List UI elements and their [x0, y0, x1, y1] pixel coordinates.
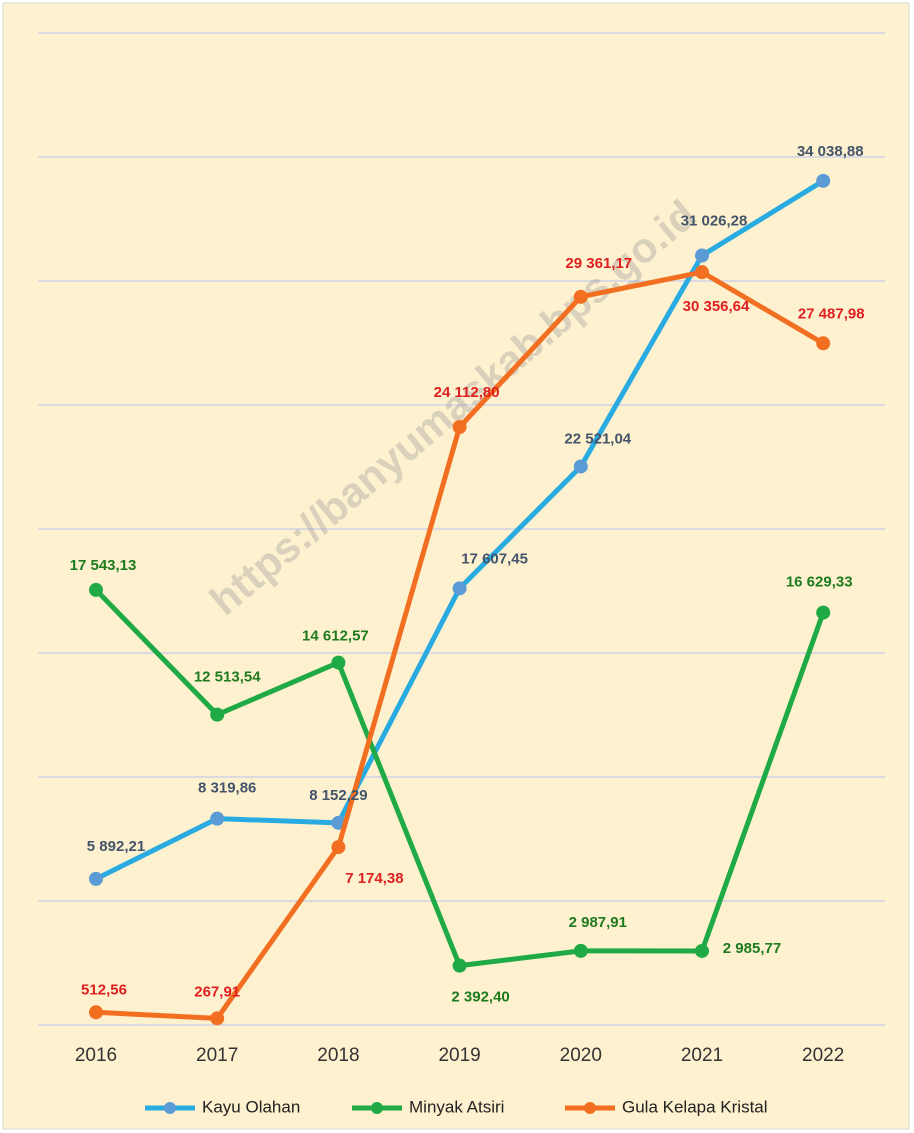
data-label: 12 513,54 [194, 669, 261, 686]
x-tick-label: 2022 [802, 1045, 844, 1066]
point [89, 871, 103, 886]
data-label: 14 612,57 [302, 628, 369, 645]
data-label: 22 521,04 [564, 430, 631, 447]
x-tick-label: 2017 [196, 1045, 238, 1066]
data-label: 24 112,80 [434, 384, 500, 401]
data-label: 17 607,45 [461, 550, 528, 567]
point [816, 173, 831, 188]
legend-label: Gula Kelapa Kristal [622, 1097, 768, 1116]
data-label: 512,56 [81, 981, 127, 998]
point [816, 336, 831, 351]
point [210, 811, 225, 826]
data-label: 267,91 [194, 983, 240, 1000]
point [89, 1005, 103, 1020]
data-label: 2 985,77 [723, 940, 781, 957]
point [89, 582, 103, 597]
data-label: 31 026,28 [681, 213, 748, 230]
data-label: 8 152,29 [309, 787, 367, 804]
x-tick-label: 2020 [560, 1045, 602, 1066]
point [573, 289, 588, 304]
data-label: 34 038,88 [797, 143, 864, 160]
data-label: 5 892,21 [87, 838, 145, 855]
x-tick-label: 2019 [438, 1045, 480, 1066]
point [695, 248, 709, 263]
data-label: 7 174,38 [345, 870, 403, 887]
data-label: 27 487,98 [798, 305, 865, 322]
point [695, 943, 709, 958]
point [695, 265, 709, 280]
legend-marker [584, 1102, 596, 1114]
data-label: 8 319,86 [198, 780, 256, 797]
legend-label: Minyak Atsiri [409, 1097, 504, 1116]
data-label: 2 987,91 [569, 914, 627, 931]
data-label: 30 356,64 [683, 298, 750, 315]
point [210, 1011, 225, 1026]
point [573, 943, 588, 958]
point [573, 459, 588, 474]
x-tick-label: 2018 [317, 1045, 359, 1066]
x-tick-label: 2016 [75, 1045, 117, 1066]
x-tick-label: 2021 [681, 1045, 723, 1066]
point [331, 840, 346, 855]
data-label: 16 629,33 [786, 574, 853, 591]
point [816, 605, 831, 620]
point [452, 958, 467, 973]
data-label: 17 543,13 [70, 557, 137, 574]
legend-marker [164, 1102, 176, 1114]
point [452, 420, 467, 435]
legend-label: Kayu Olahan [202, 1097, 300, 1116]
point [210, 707, 225, 722]
point [331, 655, 346, 670]
data-label: 29 361,17 [565, 255, 632, 272]
point [452, 581, 467, 596]
legend-marker [371, 1102, 383, 1114]
data-label: 2 392,40 [451, 989, 509, 1006]
